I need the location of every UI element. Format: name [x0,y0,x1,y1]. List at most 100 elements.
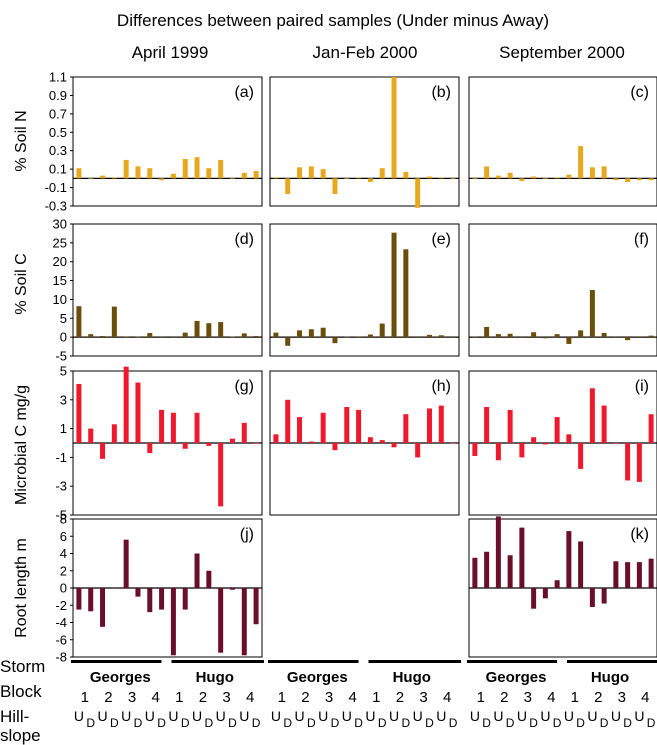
bar [320,327,326,338]
block-number: 4 [443,689,451,706]
block-number: 4 [152,689,160,706]
y-tick-label: -8 [55,650,67,665]
bar [159,588,165,610]
block-number: 4 [349,689,357,706]
block-number: 2 [500,689,508,706]
y-tick-label: 0.1 [49,162,67,177]
panel-frame [72,76,263,207]
bar [648,178,654,181]
bar [135,336,141,338]
bar [566,531,572,588]
storm-bar-georges [268,660,359,663]
bar [415,443,421,458]
bar [554,177,560,179]
block-number: 2 [301,689,309,706]
bar [589,388,595,443]
bar [253,588,259,625]
panel-g: (g) 5 3 1 -1 -3 -5 [55,364,263,523]
hillslope-u: U [145,708,155,724]
storm-label-hugo: Hugo [393,669,431,686]
bar [648,414,654,443]
y-tick-label: 0.7 [49,106,67,121]
bar [218,159,224,179]
bar [241,333,247,338]
block-number: 1 [571,689,579,706]
bar [519,527,525,588]
bar [297,167,303,179]
bar [206,168,212,179]
block-number: 1 [278,689,286,706]
bar [194,553,200,588]
panel-k: (k) [468,516,657,658]
y-tick-label: -4 [55,615,67,630]
bar [450,443,456,444]
bar [308,441,314,443]
bar [253,170,259,179]
bar [147,168,153,179]
bar [123,336,129,338]
y-tick-label: 10 [53,292,67,307]
bar [438,177,444,179]
panel-label: (b) [431,84,451,101]
bar [194,412,200,443]
hillslope-u: U [436,708,446,724]
bar [495,334,501,338]
bar [100,588,106,627]
bar [123,539,129,588]
bar [438,335,444,338]
bar [88,428,94,443]
bar [426,334,432,338]
bar [648,335,654,338]
bar [391,77,397,179]
bar [601,332,607,338]
hillslope-d: D [449,716,458,730]
row-label-soil-c: % Soil C [13,253,30,314]
bar [636,178,642,181]
block-number: 4 [641,689,649,706]
column-title-april-1999: April 1999 [132,43,209,62]
hillslope-u: U [493,708,503,724]
bar [100,336,106,338]
panel-label: (k) [630,526,649,543]
y-tick-label: -5 [55,349,67,364]
bar [218,443,224,507]
column-title-september-2000: September 2000 [499,43,625,62]
hillslope-u: U [342,708,352,724]
bar [356,409,362,443]
panel-label: (e) [431,231,451,248]
bar [182,443,188,449]
y-tick-label: 8 [60,512,67,527]
bar [472,557,478,588]
bar [241,588,247,656]
bar [625,178,631,183]
bar [147,332,153,338]
panels: (a)1.10.90.70.50.30.1-0.1-0.3(b) (c)(d)30… [45,70,657,665]
hillslope-u: U [413,708,423,724]
bar [123,366,129,443]
hillslope-d: D [623,716,632,730]
block-number: 3 [524,689,532,706]
bar [426,408,432,443]
bar [273,434,279,443]
y-tick-label: 20 [53,254,67,269]
bar [135,382,141,443]
y-tick-label: 2 [60,563,67,578]
block-number: 4 [547,689,555,706]
panel-label: (g) [234,378,254,395]
bar [88,588,94,612]
bar [194,320,200,338]
bar [589,167,595,179]
bar [519,337,525,338]
y-tick-label: 5 [60,311,67,326]
bar [76,588,82,610]
bar [484,407,490,443]
hillslope-d: D [252,716,261,730]
bar [76,306,82,338]
bar [344,336,350,338]
bar [76,168,82,179]
bar [554,334,560,338]
storm-bar-hugo [567,660,657,663]
panel-label: (a) [234,84,254,101]
bar [438,405,444,443]
